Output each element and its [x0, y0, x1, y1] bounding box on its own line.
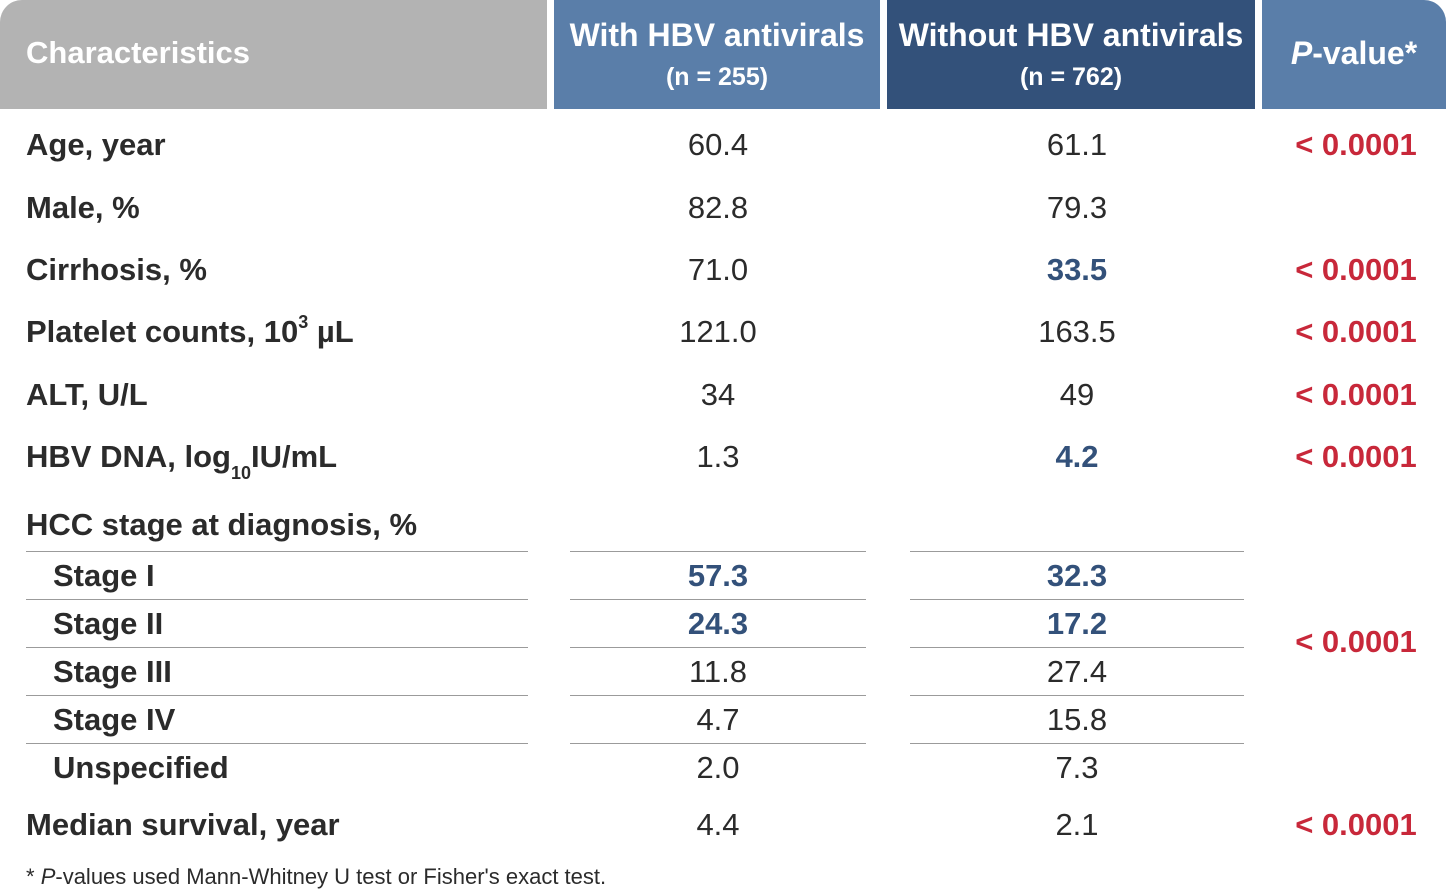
cell-with-stage-4: 4.7 [696, 702, 740, 737]
header-without-antivirals: Without HBV antivirals (n = 762) [887, 0, 1255, 109]
cell-without-alt: 49 [1059, 377, 1095, 412]
divider [910, 647, 1244, 648]
divider [910, 743, 1244, 744]
cell-with-age: 60.4 [687, 127, 749, 162]
cell-with-male: 82.8 [687, 190, 749, 225]
divider [26, 695, 528, 696]
row-label-age: Age, year [26, 127, 166, 162]
row-label-median-survival: Median survival, year [26, 807, 340, 842]
divider [570, 695, 866, 696]
cell-with-hbv-dna: 1.3 [696, 439, 740, 474]
footnote: * P-values used Mann-Whitney U test or F… [26, 864, 607, 889]
divider [570, 551, 866, 552]
divider [26, 551, 528, 552]
header-without-n: (n = 762) [1019, 63, 1123, 91]
row-label-male: Male, % [26, 190, 140, 225]
header-characteristics-label: Characteristics [26, 35, 251, 70]
cell-without-median-survival: 2.1 [1055, 807, 1099, 842]
cell-without-stage-1: 32.3 [1046, 558, 1108, 593]
cell-with-platelet: 121.0 [679, 314, 757, 349]
cell-with-stage-2: 24.3 [687, 606, 749, 641]
cell-without-stage-4: 15.8 [1046, 702, 1108, 737]
header-with-antivirals: With HBV antivirals (n = 255) [554, 0, 880, 109]
cell-p-hcc-stage: < 0.0001 [1295, 624, 1417, 659]
cell-without-stage-2: 17.2 [1046, 606, 1108, 641]
header-with-n: (n = 255) [665, 63, 769, 91]
cell-p-hbv-dna: < 0.0001 [1295, 439, 1417, 474]
cell-p-cirrhosis: < 0.0001 [1295, 252, 1417, 287]
cell-p-age: < 0.0001 [1295, 127, 1417, 162]
divider [910, 551, 1244, 552]
cell-without-age: 61.1 [1046, 127, 1108, 162]
cell-with-unspecified: 2.0 [696, 750, 740, 785]
cell-without-cirrhosis: 33.5 [1046, 252, 1108, 287]
cell-p-median-survival: < 0.0001 [1295, 807, 1417, 842]
cell-with-stage-1: 57.3 [687, 558, 749, 593]
cell-with-median-survival: 4.4 [696, 807, 740, 842]
header-p-value-label: P-value* [1290, 35, 1418, 71]
row-label-unspecified: Unspecified [53, 750, 229, 785]
row-label-platelet: Platelet counts, 103 µL [26, 312, 354, 349]
divider [26, 647, 528, 648]
divider [570, 599, 866, 600]
row-label-alt: ALT, U/L [26, 377, 148, 412]
divider [910, 695, 1244, 696]
divider [26, 599, 528, 600]
header-without-title: Without HBV antivirals [898, 17, 1244, 53]
cell-without-hbv-dna: 4.2 [1055, 439, 1099, 474]
row-label-hcc-stage: HCC stage at diagnosis, % [26, 507, 418, 542]
row-label-stage-3: Stage III [53, 654, 172, 689]
header-p-value: P-value* [1262, 0, 1446, 109]
row-label-cirrhosis: Cirrhosis, % [26, 252, 207, 287]
cell-without-stage-3: 27.4 [1046, 654, 1108, 689]
cell-p-alt: < 0.0001 [1295, 377, 1417, 412]
divider [26, 743, 528, 744]
row-label-stage-2: Stage II [53, 606, 164, 641]
divider [570, 647, 866, 648]
cell-with-stage-3: 11.8 [688, 654, 748, 689]
divider [910, 599, 1244, 600]
cell-without-male: 79.3 [1046, 190, 1108, 225]
header-characteristics: Characteristics [0, 0, 547, 109]
header-with-title: With HBV antivirals [569, 17, 865, 53]
cell-without-unspecified: 7.3 [1055, 750, 1099, 785]
divider [570, 743, 866, 744]
cell-with-cirrhosis: 71.0 [687, 252, 749, 287]
row-label-stage-4: Stage IV [53, 702, 176, 737]
row-label-stage-1: Stage I [53, 558, 155, 593]
cell-p-platelet: < 0.0001 [1295, 314, 1417, 349]
cell-with-alt: 34 [700, 377, 736, 412]
row-label-hbv-dna: HBV DNA, log10IU/mL [26, 439, 338, 483]
cell-without-platelet: 163.5 [1038, 314, 1116, 349]
